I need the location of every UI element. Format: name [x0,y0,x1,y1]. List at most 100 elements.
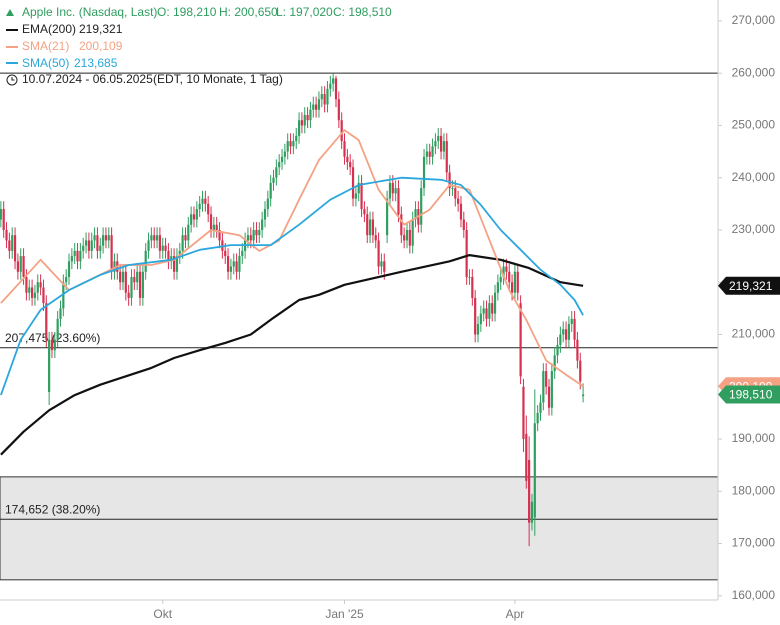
candle-body [67,261,71,278]
candle-body [261,219,264,230]
candle-body [414,209,417,220]
candle-body [320,94,323,100]
candle-body [468,277,471,278]
y-tick-label: 240,000 [732,170,776,184]
candle-body [332,78,335,84]
last-price-tag: 198,510 [729,388,773,402]
candle-body [198,203,201,210]
candle-body [363,209,366,215]
candle-body [82,245,85,251]
candle-body [329,83,332,89]
candle-body [545,371,548,387]
candle-body [457,198,460,204]
candle-body [246,235,250,241]
candle-body [505,266,508,272]
candle-body [425,151,428,157]
candle-body [388,182,392,199]
candle-body [334,78,338,100]
candle-body [42,287,45,304]
candle-body [0,209,2,220]
candle-body [138,271,142,298]
candle-body [241,250,244,257]
instrument-title: Apple Inc. (Nasdaq, Last) [22,5,157,19]
candle-body [562,329,565,335]
candle-body [207,203,210,215]
candle-body [556,344,559,356]
candle-body [411,219,414,246]
candle-body [184,235,187,241]
candle-body [79,250,82,262]
candle-body [292,141,295,147]
candle-body [303,114,306,126]
candle-body [564,329,568,340]
candle-body [104,235,108,241]
candle-body [269,182,272,199]
candle-body [471,277,474,298]
candle-body [161,245,164,251]
header: Apple Inc. (Nasdaq, Last) O: 198,210 H: … [6,5,392,86]
candle-body [465,229,468,278]
candle-body [380,261,383,267]
candle-body [439,135,443,152]
candle-body [485,308,488,319]
candle-body [59,308,62,319]
y-tick-label: 190,000 [732,431,776,445]
ohlc-low: L: 197,020 [276,5,333,19]
candle-body [283,151,286,157]
candle-body [147,240,150,251]
candle-body [201,198,204,204]
candle-body [445,141,448,173]
candle-body [482,308,485,314]
candle-body [550,371,553,408]
y-tick-label: 270,000 [732,13,776,27]
candle-body [187,224,190,241]
y-tick-label: 160,000 [732,588,776,602]
candle-body [155,235,159,241]
candle-body [394,188,397,194]
level-label: 207,475 (23.60%) [5,331,100,345]
candle-body [354,193,357,199]
candle-body [190,214,193,225]
candle-body [377,240,380,267]
candle-body [317,99,321,110]
candle-body [454,188,457,199]
candle-body [422,156,426,189]
candle-body [570,318,573,325]
ohlc-open: O: 198,210 [157,5,217,19]
candle-body [278,162,281,168]
candle-body [62,282,65,309]
candle-body [516,271,519,293]
candle-body [510,282,514,293]
candle-body [459,203,463,220]
candle-body [218,229,221,241]
candle-body [50,339,54,351]
candle-body [567,324,570,340]
candle-body [581,394,585,397]
candle-body [178,250,181,257]
candle-body [349,162,352,168]
candle-body [252,229,255,241]
candle-body [323,94,326,105]
candle-body [266,198,269,210]
candle-body [488,303,491,319]
candle-body [374,235,377,241]
candle-body [502,266,505,278]
candle-body [508,271,511,283]
candle-body [65,277,68,283]
candle-body [289,141,292,147]
candle-body [462,219,465,230]
candle-body [2,209,5,230]
candle-body [96,235,99,251]
candle-body [295,135,298,142]
candle-body [28,287,31,293]
candle-body [272,177,275,183]
candle-body [19,256,22,272]
candle-body [400,214,403,236]
candle-body [232,261,235,267]
legend-value: 213,685 [74,56,118,70]
price-tag: 219,321 [729,279,773,293]
candle-body [408,229,411,246]
candle-body [337,99,340,121]
candle-body [499,277,502,283]
